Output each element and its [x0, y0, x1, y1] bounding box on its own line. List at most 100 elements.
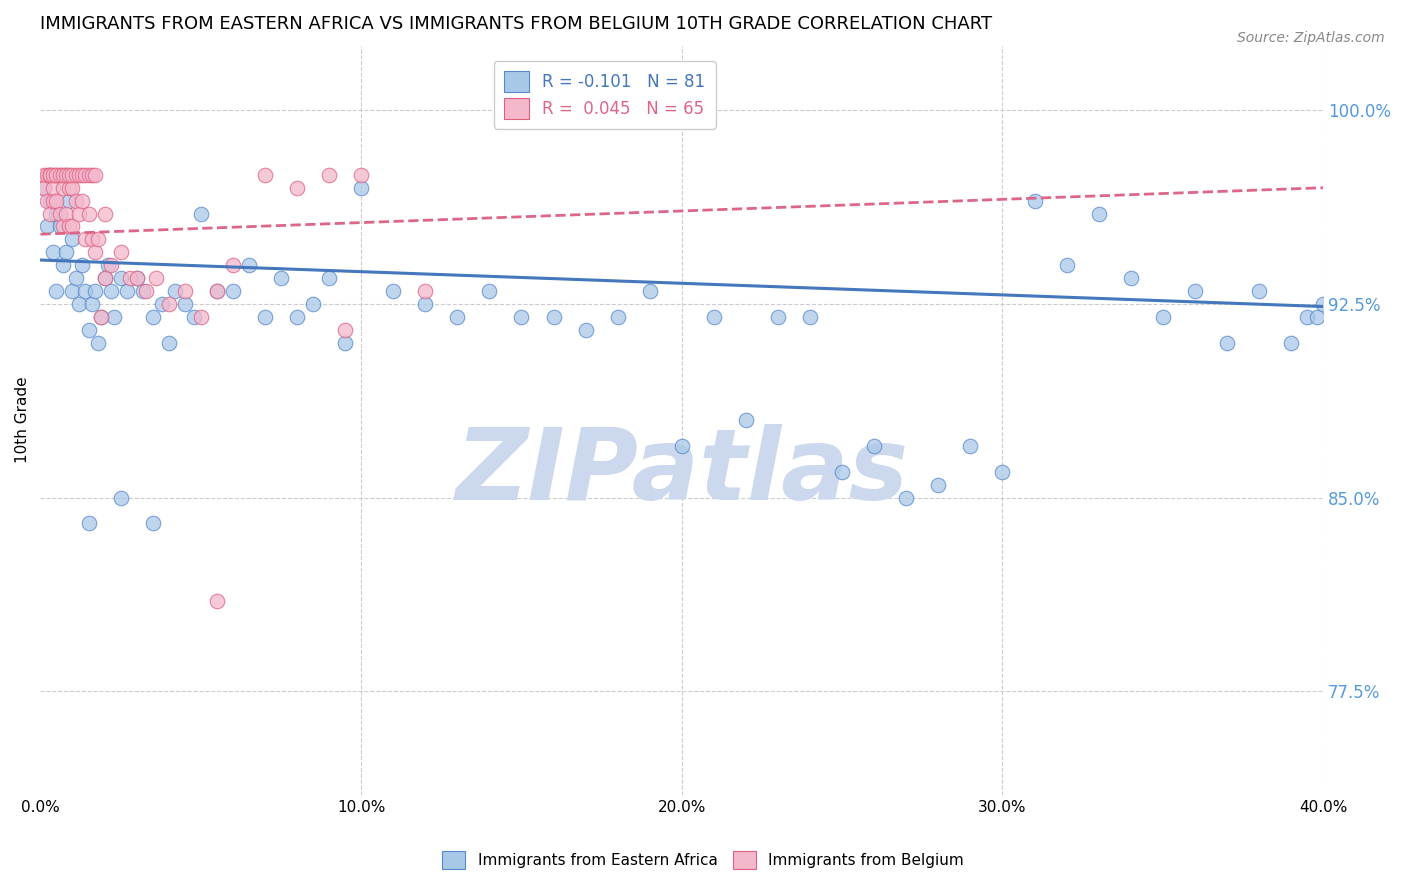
Point: [84, 245, 107, 260]
Point: [1056, 258, 1078, 272]
Point: [142, 310, 165, 324]
Point: [253, 168, 276, 182]
Point: [87, 232, 110, 246]
Point: [48, 219, 70, 234]
Point: [42, 168, 65, 182]
Point: [125, 271, 148, 285]
Point: [77, 168, 100, 182]
Point: [222, 284, 245, 298]
Point: [1306, 310, 1329, 324]
Point: [52, 180, 75, 194]
Point: [302, 297, 325, 311]
Point: [48, 206, 70, 220]
Point: [39, 194, 62, 208]
Point: [39, 168, 62, 182]
Point: [48, 168, 70, 182]
Point: [446, 310, 468, 324]
Point: [413, 284, 436, 298]
Point: [157, 297, 180, 311]
Point: [543, 310, 565, 324]
Legend: R = -0.101   N = 81, R =  0.045   N = 65: R = -0.101 N = 81, R = 0.045 N = 65: [494, 62, 716, 128]
Point: [62, 219, 84, 234]
Point: [766, 310, 789, 324]
Point: [863, 439, 886, 453]
Point: [93, 271, 115, 285]
Point: [58, 180, 80, 194]
Point: [67, 297, 90, 311]
Point: [58, 219, 80, 234]
Point: [55, 206, 77, 220]
Point: [45, 168, 67, 182]
Point: [132, 284, 155, 298]
Point: [70, 168, 93, 182]
Point: [205, 594, 228, 608]
Point: [35, 194, 58, 208]
Point: [90, 310, 112, 324]
Point: [65, 168, 87, 182]
Point: [39, 168, 62, 182]
Point: [173, 284, 195, 298]
Point: [55, 168, 77, 182]
Point: [75, 232, 97, 246]
Point: [39, 168, 62, 182]
Point: [70, 258, 93, 272]
Point: [70, 194, 93, 208]
Point: [150, 297, 173, 311]
Point: [190, 206, 212, 220]
Point: [165, 284, 187, 298]
Point: [42, 245, 65, 260]
Point: [413, 297, 436, 311]
Point: [285, 310, 308, 324]
Point: [52, 219, 75, 234]
Point: [35, 219, 58, 234]
Point: [62, 180, 84, 194]
Point: [1279, 335, 1302, 350]
Point: [222, 258, 245, 272]
Point: [52, 168, 75, 182]
Point: [703, 310, 725, 324]
Point: [205, 284, 228, 298]
Point: [45, 168, 67, 182]
Point: [32, 168, 55, 182]
Point: [87, 335, 110, 350]
Point: [75, 284, 97, 298]
Point: [1152, 310, 1174, 324]
Point: [157, 335, 180, 350]
Point: [574, 323, 596, 337]
Point: [93, 271, 115, 285]
Point: [39, 206, 62, 220]
Point: [103, 310, 125, 324]
Point: [55, 168, 77, 182]
Point: [183, 310, 205, 324]
Point: [1296, 310, 1319, 324]
Point: [318, 168, 340, 182]
Point: [115, 284, 138, 298]
Point: [1184, 284, 1206, 298]
Point: [253, 310, 276, 324]
Point: [77, 516, 100, 531]
Point: [35, 168, 58, 182]
Point: [45, 194, 67, 208]
Point: [735, 413, 758, 427]
Point: [110, 245, 132, 260]
Point: [55, 245, 77, 260]
Point: [238, 258, 260, 272]
Point: [190, 310, 212, 324]
Point: [638, 284, 661, 298]
Point: [173, 297, 195, 311]
Point: [896, 491, 918, 505]
Point: [350, 180, 373, 194]
Point: [97, 258, 120, 272]
Point: [80, 297, 103, 311]
Text: ZIPatlas: ZIPatlas: [456, 424, 908, 521]
Point: [135, 284, 157, 298]
Point: [125, 271, 148, 285]
Point: [32, 180, 55, 194]
Y-axis label: 10th Grade: 10th Grade: [15, 377, 30, 464]
Point: [145, 271, 167, 285]
Point: [382, 284, 405, 298]
Point: [1312, 297, 1334, 311]
Point: [478, 284, 501, 298]
Point: [62, 284, 84, 298]
Text: IMMIGRANTS FROM EASTERN AFRICA VS IMMIGRANTS FROM BELGIUM 10TH GRADE CORRELATION: IMMIGRANTS FROM EASTERN AFRICA VS IMMIGR…: [41, 15, 993, 33]
